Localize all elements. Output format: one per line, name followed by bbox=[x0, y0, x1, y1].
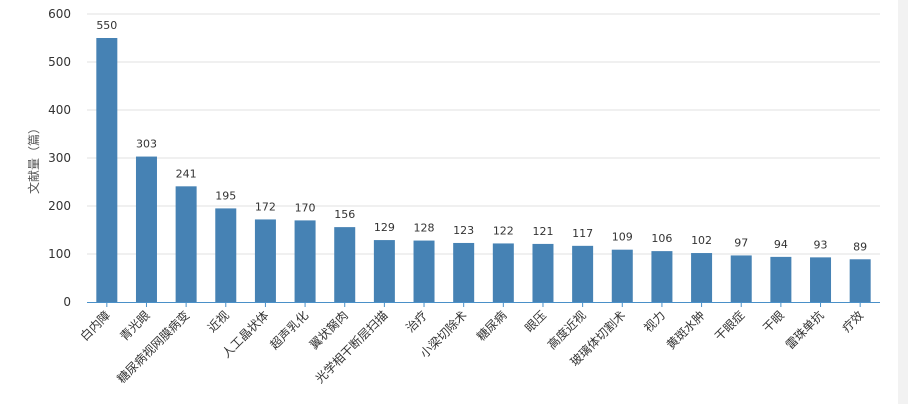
x-tick-label: 青光眼 bbox=[117, 308, 152, 343]
x-tick-label: 光学相干断层扫描 bbox=[312, 308, 390, 386]
bar bbox=[373, 240, 395, 302]
x-tick-label: 超声乳化 bbox=[267, 308, 312, 353]
bar bbox=[770, 256, 792, 302]
x-tick-label: 视力 bbox=[640, 308, 668, 336]
x-tick-label: 治疗 bbox=[403, 308, 430, 335]
x-tick-label: 白内障 bbox=[77, 308, 113, 344]
bar bbox=[215, 208, 237, 302]
x-tick-label: 糖尿病 bbox=[473, 308, 509, 344]
bars bbox=[96, 38, 871, 302]
bar bbox=[651, 251, 673, 302]
data-label: 117 bbox=[572, 227, 593, 240]
bar bbox=[334, 227, 356, 302]
bar bbox=[691, 253, 713, 302]
x-tick-label: 糖尿病视网膜病变 bbox=[114, 308, 192, 386]
bar bbox=[492, 243, 514, 302]
bar bbox=[730, 255, 752, 302]
data-label: 123 bbox=[453, 224, 474, 237]
bar bbox=[254, 219, 276, 302]
bar bbox=[810, 257, 832, 302]
data-label: 106 bbox=[651, 232, 672, 245]
data-label: 156 bbox=[334, 208, 355, 221]
bar bbox=[532, 243, 554, 302]
y-tick-label: 500 bbox=[48, 55, 71, 69]
x-tick-label: 近视 bbox=[204, 308, 232, 336]
x-tick-label: 雷珠单抗 bbox=[782, 308, 827, 353]
data-label: 121 bbox=[532, 225, 553, 238]
data-label: 89 bbox=[853, 240, 867, 253]
data-label: 93 bbox=[814, 238, 828, 251]
data-labels: 550 303 241 195 172 170 156 129 128 123 122 121 117 1… bbox=[96, 19, 867, 253]
bar bbox=[96, 38, 118, 302]
x-tick-label: 干眼 bbox=[760, 308, 787, 335]
x-tick-label: 疗效 bbox=[839, 308, 867, 336]
data-label: 109 bbox=[612, 231, 633, 244]
y-tick-label: 200 bbox=[48, 199, 71, 213]
data-label: 195 bbox=[215, 189, 236, 202]
data-label: 94 bbox=[774, 238, 788, 251]
data-label: 97 bbox=[734, 236, 748, 249]
data-label: 170 bbox=[295, 201, 316, 214]
bar bbox=[572, 245, 594, 302]
data-label: 172 bbox=[255, 200, 276, 213]
bar bbox=[413, 240, 435, 302]
y-tick-label: 100 bbox=[48, 247, 71, 261]
bar bbox=[175, 186, 197, 302]
scrollbar[interactable] bbox=[898, 0, 908, 404]
data-label: 102 bbox=[691, 234, 712, 247]
data-label: 129 bbox=[374, 221, 395, 234]
bar bbox=[611, 249, 633, 302]
bar bbox=[294, 220, 316, 302]
y-tick-label: 400 bbox=[48, 103, 71, 117]
data-label: 128 bbox=[414, 222, 435, 235]
data-label: 550 bbox=[96, 19, 117, 32]
x-tick-label: 眼压 bbox=[522, 308, 549, 335]
grid-lines bbox=[87, 13, 880, 255]
bar bbox=[453, 242, 475, 302]
y-axis-title: 文献量（篇） bbox=[26, 122, 41, 194]
y-tick-label: 600 bbox=[48, 7, 71, 21]
bar bbox=[849, 259, 871, 302]
data-label: 303 bbox=[136, 138, 157, 151]
data-label: 241 bbox=[176, 167, 197, 180]
x-tick-label: 干眼症 bbox=[711, 308, 747, 344]
data-label: 122 bbox=[493, 224, 514, 237]
bar bbox=[135, 156, 157, 302]
y-tick-label: 300 bbox=[48, 151, 71, 165]
x-tick-label: 黄斑水肿 bbox=[663, 308, 708, 353]
y-tick-label: 0 bbox=[63, 295, 71, 309]
